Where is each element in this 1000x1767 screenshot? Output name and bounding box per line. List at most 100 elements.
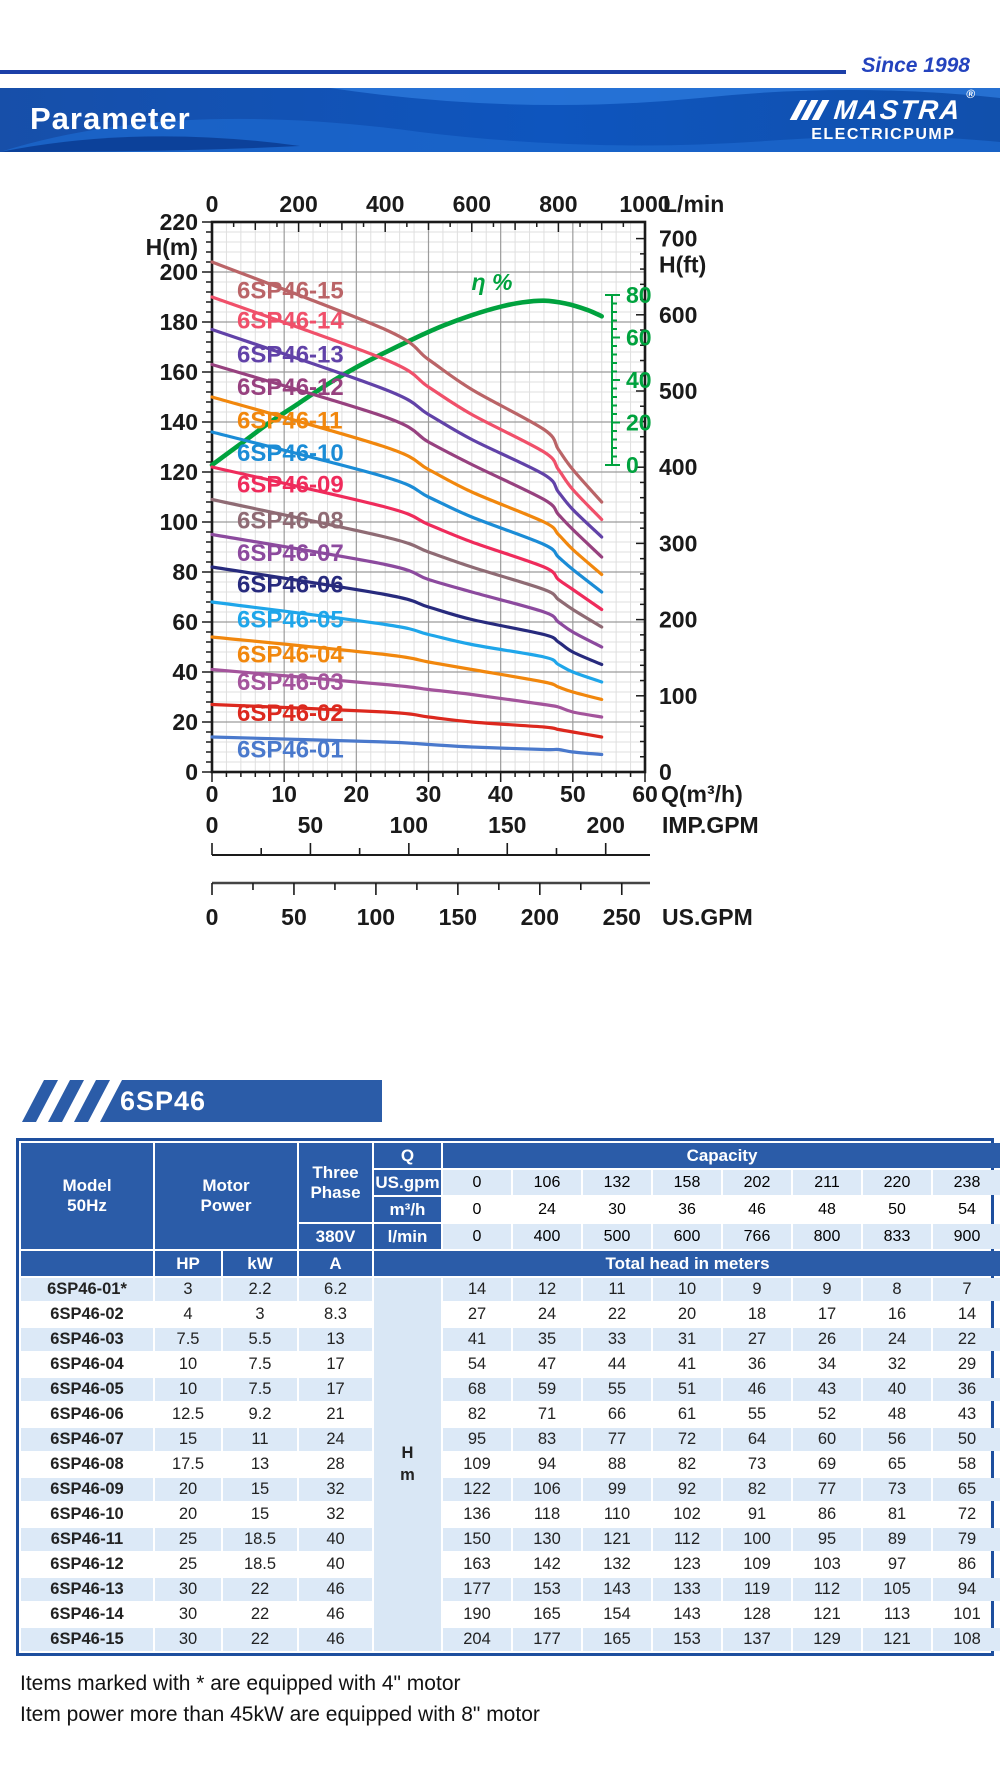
head-value-cell: 51 (653, 1378, 721, 1401)
bottom-axis-tick-label: 10 (271, 781, 297, 807)
left-axis-tick-label: 100 (160, 509, 198, 535)
head-value-cell: 9 (723, 1278, 791, 1301)
hp-cell: 20 (155, 1478, 221, 1501)
head-value-cell: 71 (537, 1405, 557, 1423)
kw-cell: 22 (223, 1578, 297, 1601)
curve-label-6SP46-15: 6SP46-15 (237, 278, 344, 305)
hp-cell: 4 (183, 1305, 193, 1323)
head-value-cell: 109 (743, 1555, 771, 1573)
a-cell: 13 (299, 1328, 372, 1351)
table-row: 6SP46-08 17.5 13 28 109 94 88 82 73 69 65 58 (21, 1453, 1000, 1476)
head-value-cell: 36 (747, 1355, 767, 1373)
head-value-cell: 54 (467, 1355, 487, 1373)
imp-gpm-tick-label: 150 (488, 812, 526, 838)
kw-cell: 18.5 (243, 1555, 277, 1573)
head-value-cell: 56 (863, 1428, 931, 1451)
parameter-table: Model 50Hz Motor Power Three Phase Q Capaci… (19, 1141, 1000, 1653)
kw-cell: 18.5 (223, 1528, 297, 1551)
head-value-cell: 94 (537, 1455, 557, 1473)
head-value-cell: 66 (607, 1405, 627, 1423)
head-value-cell: 55 (583, 1378, 651, 1401)
head-value-cell: 190 (463, 1605, 491, 1623)
head-value-cell: 81 (887, 1505, 907, 1523)
head-value-cell: 129 (793, 1628, 861, 1651)
left-axis-tick-label: 160 (160, 359, 198, 385)
model-cell: 6SP46-07 (21, 1428, 153, 1451)
left-axis-tick-label: 0 (185, 759, 198, 785)
capacity-value: 50 (888, 1200, 906, 1218)
capacity-value: 158 (653, 1170, 721, 1195)
table-row: 6SP46-04 10 7.5 17 54 47 44 41 36 34 32 29 (21, 1353, 1000, 1376)
curve-6SP46-03 (210, 667, 604, 719)
us-gpm-tick-label: 150 (439, 904, 477, 930)
parameter-table-wrapper: Model 50Hz Motor Power Three Phase Q Capaci… (16, 1138, 1000, 1656)
header-three-phase: Three Phase (299, 1143, 372, 1222)
head-value-cell: 48 (887, 1405, 907, 1423)
efficiency-curve (209, 298, 604, 468)
table-row: 6SP46-03 7.5 5.5 13 41 35 33 31 27 26 24 22 (21, 1328, 1000, 1351)
head-value-cell: 73 (863, 1478, 931, 1501)
us-gpm-tick-label: 200 (521, 904, 559, 930)
imp-gpm-unit: IMP.GPM (662, 812, 759, 838)
header-voltage: 380V (299, 1224, 372, 1249)
head-value-cell: 113 (883, 1605, 911, 1623)
curve-6SP46-15 (210, 260, 604, 504)
right-axis-tick-label: 700 (659, 226, 697, 252)
model-cell: 6SP46-15 (21, 1628, 153, 1651)
left-axis-tick-label: 40 (172, 659, 198, 685)
head-value-cell: 121 (583, 1528, 651, 1551)
head-value-cell: 44 (607, 1355, 627, 1373)
head-value-cell: 122 (443, 1478, 511, 1501)
left-axis-tick-label: 200 (160, 259, 198, 285)
section-banner-art (22, 1080, 382, 1122)
capacity-row: 380V l/min 0 400 500 600 766 800 833 900 (21, 1224, 1000, 1249)
curve-label-6SP46-07: 6SP46-07 (237, 540, 344, 567)
head-value-cell: 24 (537, 1305, 557, 1323)
curve-6SP46-06 (210, 565, 604, 667)
head-value-cell: 22 (607, 1305, 627, 1323)
left-axis-tick-label: 220 (160, 209, 198, 235)
hp-cell: 30 (178, 1605, 198, 1623)
hp-cell: 10 (155, 1378, 221, 1401)
head-value-cell: 65 (933, 1478, 1000, 1501)
kw-cell: 3 (255, 1305, 265, 1323)
head-value-cell: 36 (933, 1378, 1000, 1401)
capacity-row: m³/h 0 24 30 36 46 48 50 54 (21, 1197, 1000, 1222)
top-axis-unit: L/min (663, 191, 724, 217)
capacity-value: 48 (818, 1200, 836, 1218)
a-cell: 24 (299, 1428, 372, 1451)
head-value-cell: 109 (463, 1455, 491, 1473)
head-value-cell: 82 (467, 1405, 487, 1423)
head-value-cell: 112 (653, 1528, 721, 1551)
head-value-cell: 163 (463, 1555, 491, 1573)
table-row: 6SP46-15 30 22 46 204 177 165 153 137 129 121 10… (21, 1628, 1000, 1651)
top-axis-tick-label: 200 (279, 191, 317, 217)
model-cell: 6SP46-06 (50, 1405, 124, 1423)
head-value-cell: 118 (533, 1505, 561, 1523)
left-axis-tick-label: 80 (172, 559, 198, 585)
hp-cell: 7.5 (155, 1328, 221, 1351)
head-value-cell: 17 (817, 1305, 837, 1323)
bottom-axis-tick-label: 0 (206, 781, 219, 807)
capacity-value: 132 (583, 1170, 651, 1195)
head-value-cell: 34 (817, 1355, 837, 1373)
head-value-cell: 69 (817, 1455, 837, 1473)
curve-label-6SP46-13: 6SP46-13 (237, 341, 344, 368)
head-value-cell: 89 (863, 1528, 931, 1551)
kw-cell: 22 (223, 1628, 297, 1651)
pump-curve-chart: 0 200 400 600 800 1000 L/min 0 20 40 60 80 100 120 140… (0, 165, 1000, 940)
head-value-cell: 92 (653, 1478, 721, 1501)
model-cell: 6SP46-11 (21, 1528, 153, 1551)
head-value-cell: 68 (443, 1378, 511, 1401)
table-row: 6SP46-09 20 15 32 122 106 99 92 82 77 73 65 (21, 1478, 1000, 1501)
table-row: 6SP46-05 10 7.5 17 68 59 55 51 46 43 40 36 (21, 1378, 1000, 1401)
brand-subtitle: ELECTRICPUMP (811, 126, 956, 143)
curve-label-6SP46-14: 6SP46-14 (237, 308, 344, 335)
brand-name: MASTRA® (832, 88, 978, 125)
head-value-cell: 103 (813, 1555, 841, 1573)
bottom-axis-tick-label: 30 (416, 781, 442, 807)
head-value-cell: 59 (513, 1378, 581, 1401)
kw-cell: 9.2 (248, 1405, 272, 1423)
